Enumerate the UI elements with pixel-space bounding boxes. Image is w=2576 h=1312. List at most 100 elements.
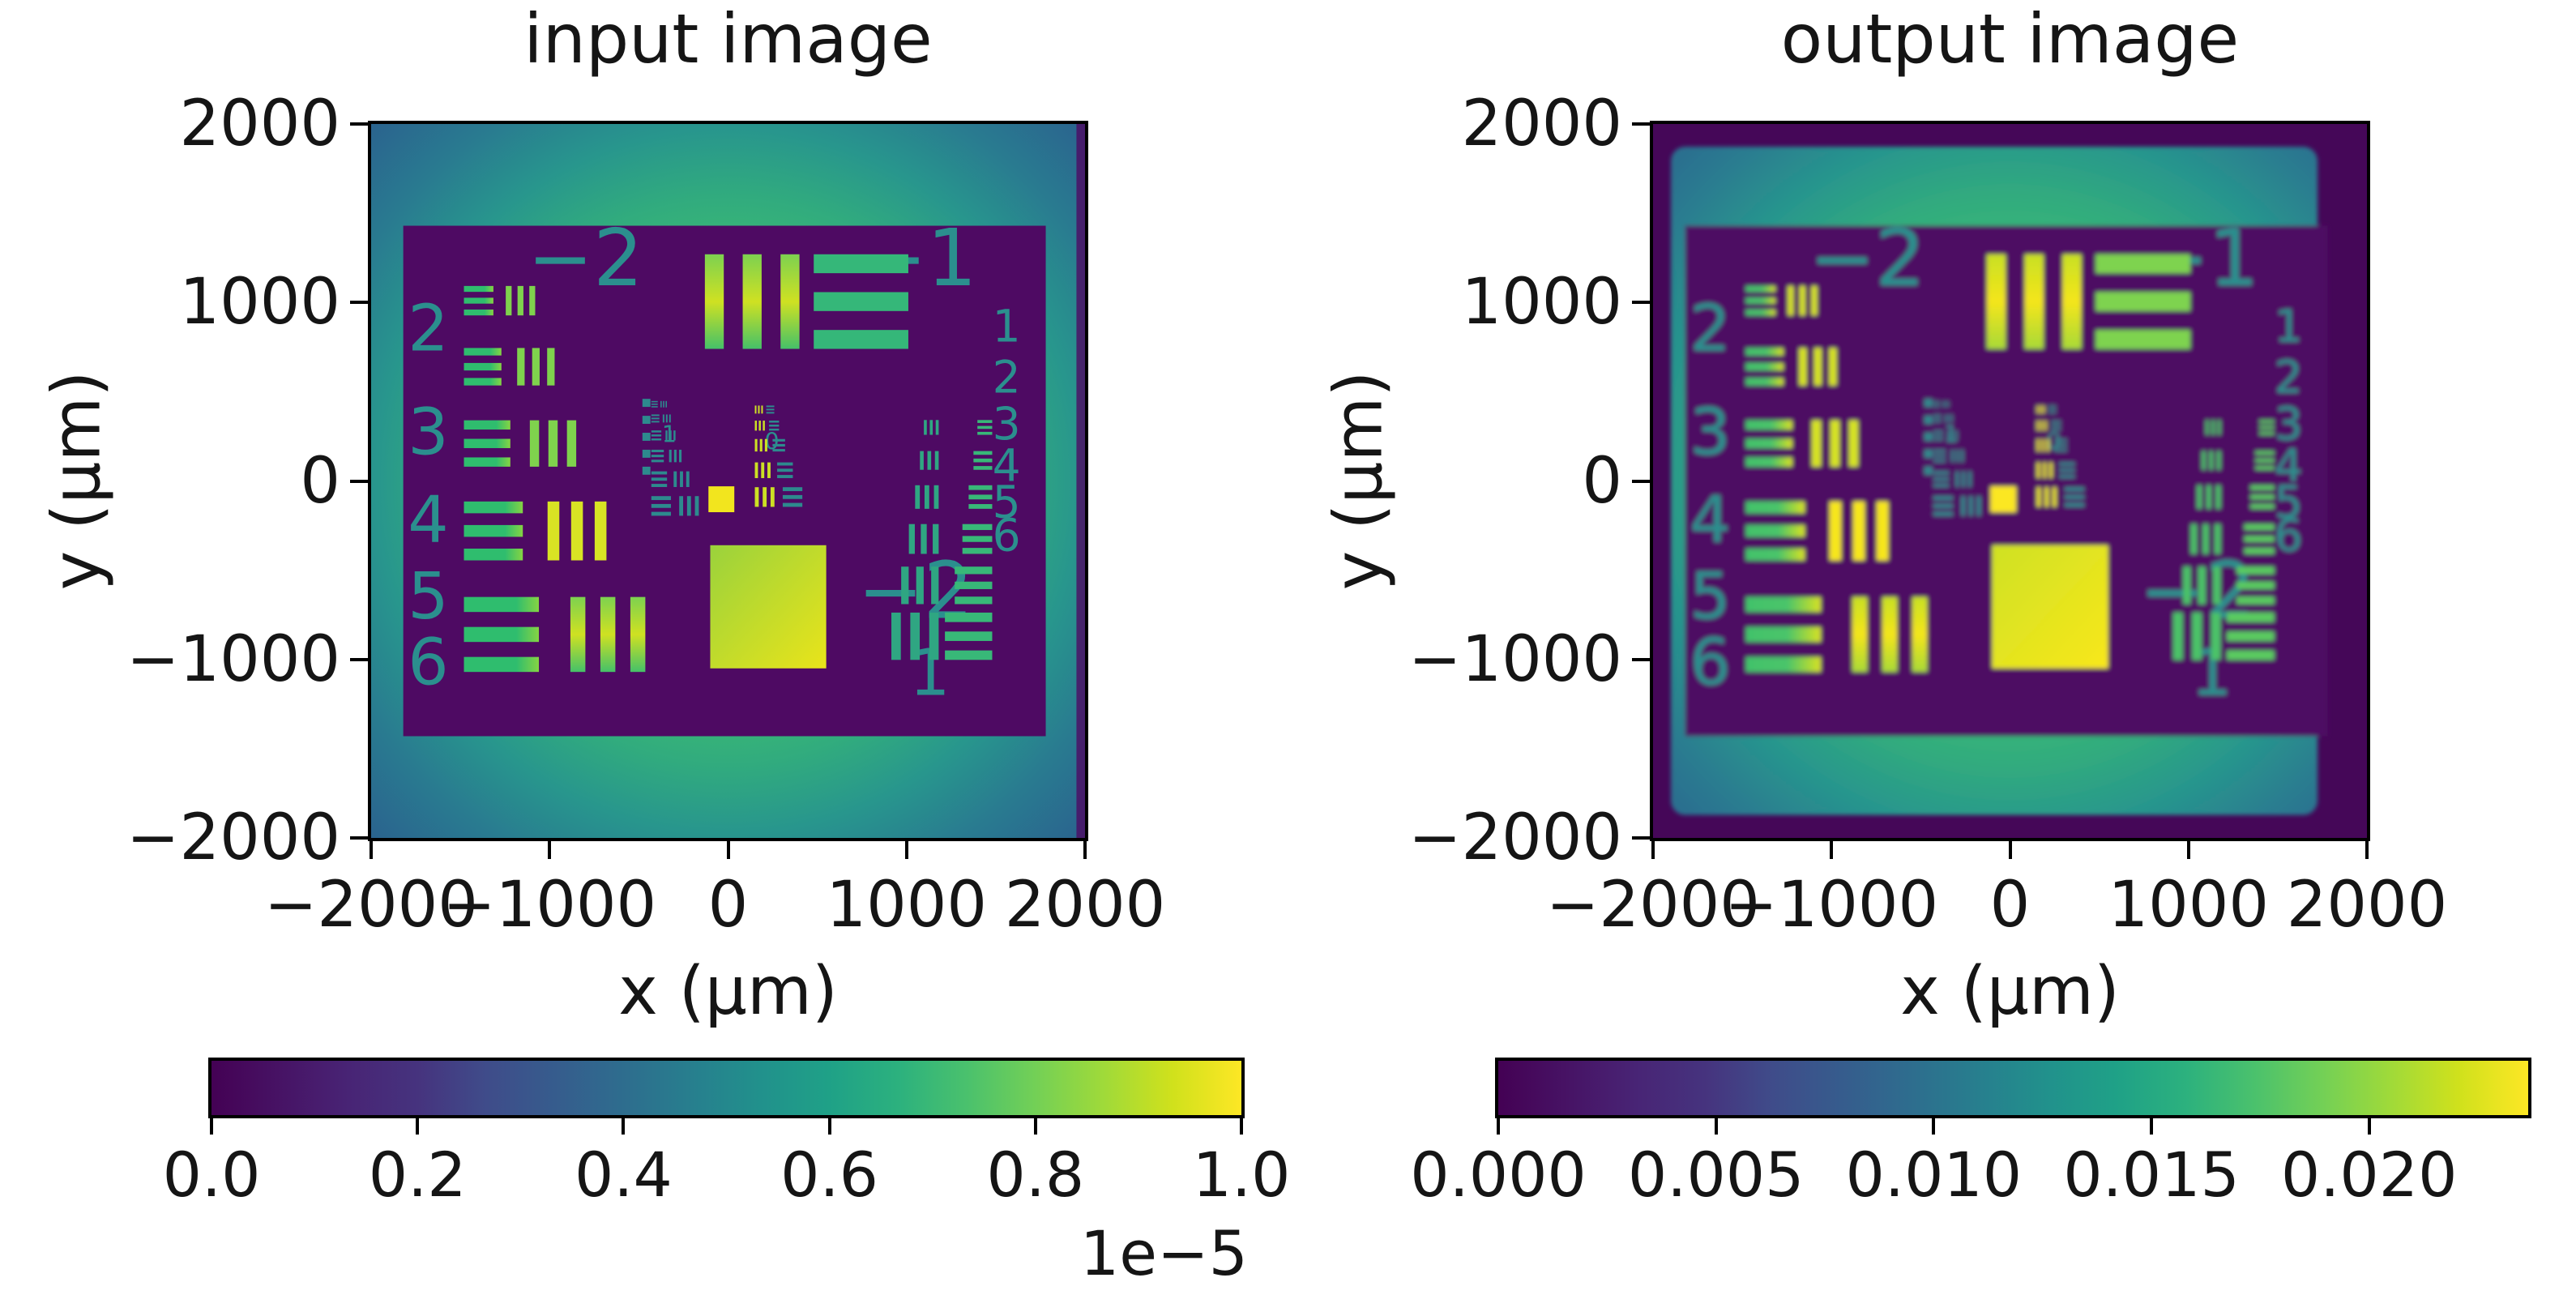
y-tick-mark xyxy=(350,479,368,483)
heatmap-output-image: 2 3 4 5 6 1 2 3 4 5 6 −2 −1 −2 1 1 0 xyxy=(1653,124,2367,838)
x-axis-label-output: x (μm) xyxy=(1900,953,2120,1030)
svg-text:3: 3 xyxy=(408,394,448,469)
svg-text:4: 4 xyxy=(993,440,1021,492)
colorbar-tick-mark xyxy=(210,1118,213,1135)
svg-text:2: 2 xyxy=(408,291,448,366)
colorbar-tick-label: 0.0 xyxy=(162,1139,261,1211)
y-tick-mark xyxy=(350,122,368,126)
colorbar-tick-label: 0.015 xyxy=(2063,1139,2240,1211)
y-tick-mark xyxy=(1632,657,1650,661)
y-tick-label: 1000 xyxy=(1461,266,1622,340)
y-tick-label: −2000 xyxy=(1408,801,1622,874)
y-tick-mark xyxy=(1632,122,1650,126)
y-tick-mark xyxy=(1632,479,1650,483)
svg-text:1: 1 xyxy=(1944,420,1959,447)
y-tick-label: −1000 xyxy=(1408,622,1622,696)
colorbar-tick-label: 0.6 xyxy=(780,1139,879,1211)
svg-text:6: 6 xyxy=(993,509,1021,561)
y-tick-mark xyxy=(350,836,368,840)
svg-text:5: 5 xyxy=(1690,558,1730,634)
x-axis-label-input: x (μm) xyxy=(618,953,838,1030)
colorbar-tick-mark xyxy=(1240,1118,1243,1135)
svg-text:5: 5 xyxy=(993,477,1021,528)
colorbar-tick-label: 0.8 xyxy=(986,1139,1085,1211)
colorbar-tick-mark xyxy=(1714,1118,1718,1135)
svg-text:6: 6 xyxy=(1690,624,1730,699)
x-tick-mark xyxy=(548,841,552,859)
svg-text:4: 4 xyxy=(408,481,448,557)
x-tick-label: 1000 xyxy=(826,869,988,942)
x-tick-label: −1000 xyxy=(1724,869,1939,942)
y-tick-label: 2000 xyxy=(1461,88,1622,160)
colorbar-tick-label: 0.4 xyxy=(574,1139,673,1211)
svg-text:−2: −2 xyxy=(1809,212,1925,304)
x-tick-label: 2000 xyxy=(1004,869,1166,942)
colorbar-tick-mark xyxy=(2150,1118,2154,1135)
y-tick-mark xyxy=(1632,836,1650,840)
svg-text:6: 6 xyxy=(408,624,448,699)
svg-text:5: 5 xyxy=(408,558,448,634)
svg-text:1: 1 xyxy=(2275,301,2303,353)
colorbar-tick-label: 1.0 xyxy=(1192,1139,1291,1211)
x-tick-label: −2000 xyxy=(264,869,478,942)
x-tick-mark xyxy=(904,841,908,859)
x-tick-label: −2000 xyxy=(1546,869,1760,942)
y-tick-mark xyxy=(350,301,368,305)
svg-text:4: 4 xyxy=(1690,481,1730,557)
x-tick-mark xyxy=(370,841,373,859)
colorbar-output xyxy=(1495,1058,2531,1118)
plot-title-output: output image xyxy=(1780,0,2240,79)
svg-text:6: 6 xyxy=(2275,509,2303,561)
svg-text:2: 2 xyxy=(1690,291,1730,366)
x-tick-mark xyxy=(1830,841,1834,859)
y-axis-label-output: y (μm) xyxy=(1320,370,1398,591)
colorbar-tick-label: 0.2 xyxy=(368,1139,467,1211)
plot-title-input: input image xyxy=(523,0,933,79)
colorbar-tick-mark xyxy=(827,1118,831,1135)
x-tick-mark xyxy=(1651,841,1655,859)
colorbar-tick-mark xyxy=(416,1118,420,1135)
svg-text:3: 3 xyxy=(993,398,1021,450)
svg-text:2: 2 xyxy=(2275,351,2303,403)
y-tick-label: 0 xyxy=(1582,444,1622,518)
y-tick-label: −1000 xyxy=(126,622,340,696)
colorbar-tick-mark xyxy=(622,1118,626,1135)
colorbar-tick-mark xyxy=(1497,1118,1500,1135)
y-tick-label: 0 xyxy=(300,444,340,518)
y-tick-mark xyxy=(1632,301,1650,305)
svg-text:5: 5 xyxy=(2275,477,2303,528)
y-tick-mark xyxy=(350,657,368,661)
svg-text:0: 0 xyxy=(2046,427,2061,455)
y-tick-label: 2000 xyxy=(179,88,340,160)
svg-text:1: 1 xyxy=(993,301,1021,353)
colorbar-tick-mark xyxy=(2367,1118,2371,1135)
x-tick-mark xyxy=(2186,841,2190,859)
colorbar-tick-label: 0.010 xyxy=(1845,1139,2023,1211)
svg-text:−2: −2 xyxy=(528,212,643,304)
heatmap-input-image: 2 3 4 5 6 1 2 3 4 5 6 −2 −1 −2 1 1 0 xyxy=(371,124,1085,838)
colorbar-tick-label: 0.020 xyxy=(2280,1139,2458,1211)
colorbar-tick-mark xyxy=(1932,1118,1936,1135)
colorbar-input xyxy=(208,1058,1245,1118)
x-tick-label: −1000 xyxy=(442,869,657,942)
x-tick-mark xyxy=(2365,841,2369,859)
svg-text:0: 0 xyxy=(764,427,779,455)
colorbar-tick-mark xyxy=(1033,1118,1037,1135)
axes-frame-output xyxy=(1650,121,2370,841)
x-tick-label: 0 xyxy=(1989,869,2031,942)
colorbar-tick-label: 0.000 xyxy=(1410,1139,1587,1211)
colorbar-tick-label: 0.005 xyxy=(1627,1139,1805,1211)
x-tick-mark xyxy=(726,841,730,859)
svg-text:3: 3 xyxy=(2275,398,2303,450)
svg-text:4: 4 xyxy=(2275,440,2303,492)
colorbar-offset-input: 1e−5 xyxy=(1079,1217,1248,1289)
x-tick-label: 0 xyxy=(707,869,749,942)
axes-frame-input xyxy=(368,121,1088,841)
y-tick-label: 1000 xyxy=(179,266,340,340)
x-tick-mark xyxy=(2008,841,2012,859)
x-tick-mark xyxy=(1083,841,1087,859)
svg-text:1: 1 xyxy=(662,420,677,447)
x-tick-label: 1000 xyxy=(2108,869,2270,942)
svg-text:3: 3 xyxy=(1690,394,1730,469)
